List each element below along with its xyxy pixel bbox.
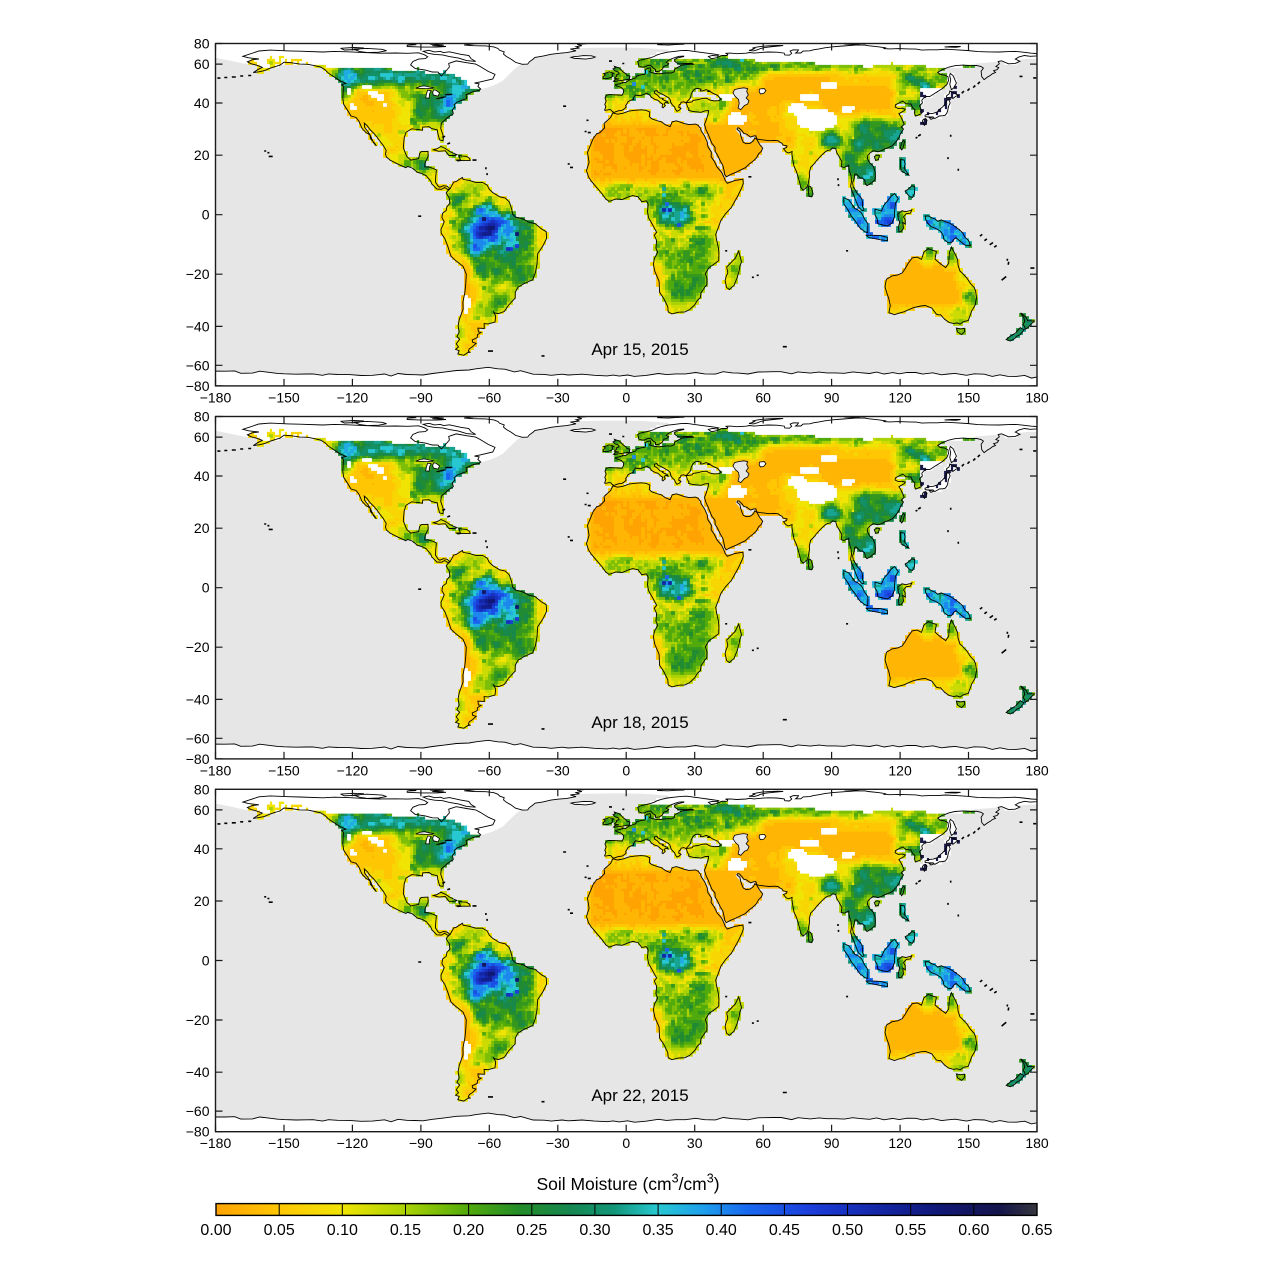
- svg-text:0.15: 0.15: [390, 1222, 421, 1239]
- svg-text:Soil Moisture (cm3/cm3): Soil Moisture (cm3/cm3): [536, 1172, 719, 1195]
- svg-text:0.00: 0.00: [200, 1222, 231, 1239]
- svg-text:0.05: 0.05: [264, 1222, 295, 1239]
- svg-text:0.55: 0.55: [895, 1222, 926, 1239]
- svg-text:Apr 15, 2015: Apr 15, 2015: [591, 340, 688, 359]
- svg-text:Apr 22, 2015: Apr 22, 2015: [591, 1086, 688, 1105]
- svg-text:0.40: 0.40: [706, 1222, 737, 1239]
- svg-text:0.60: 0.60: [958, 1222, 989, 1239]
- svg-text:0.65: 0.65: [1021, 1222, 1052, 1239]
- svg-text:0.35: 0.35: [643, 1222, 674, 1239]
- svg-text:0.10: 0.10: [327, 1222, 358, 1239]
- svg-text:0.50: 0.50: [832, 1222, 863, 1239]
- svg-text:0.20: 0.20: [453, 1222, 484, 1239]
- svg-text:0.25: 0.25: [516, 1222, 547, 1239]
- svg-text:0.30: 0.30: [579, 1222, 610, 1239]
- svg-text:0.45: 0.45: [769, 1222, 800, 1239]
- svg-text:Apr 18, 2015: Apr 18, 2015: [591, 713, 688, 732]
